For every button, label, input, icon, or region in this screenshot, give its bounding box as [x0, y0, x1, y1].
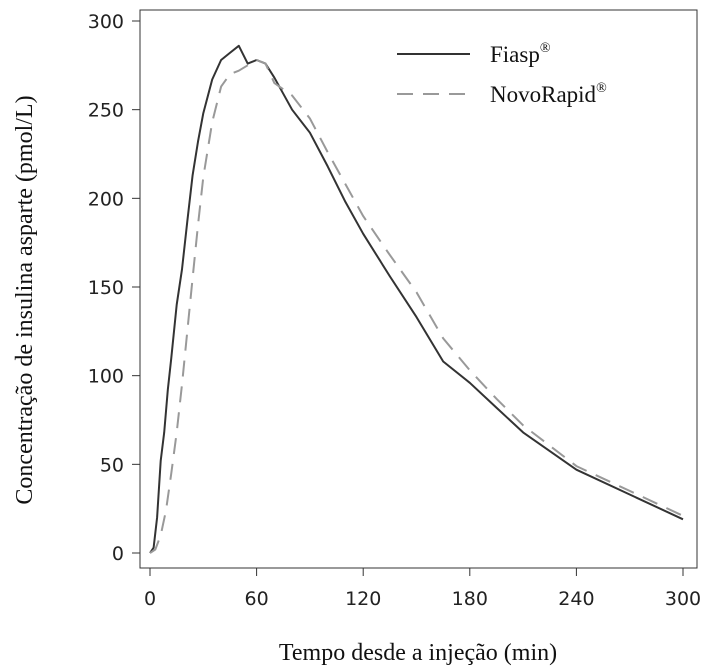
- y-tick-label: 50: [100, 454, 124, 476]
- y-tick-label: 150: [88, 277, 124, 299]
- legend-label: NovoRapid®: [490, 81, 607, 107]
- series-layer: [149, 44, 684, 554]
- legend-label: Fiasp®: [490, 41, 551, 67]
- y-tick-label: 0: [112, 543, 124, 565]
- x-tick-label: 0: [144, 588, 156, 610]
- y-axis-title: Concentração de insulina asparte (pmol/L…: [12, 95, 38, 504]
- x-tick-label: 180: [452, 588, 488, 610]
- x-tick-label: 60: [245, 588, 269, 610]
- series-line-fiasp: [149, 44, 684, 554]
- x-tick-label: 120: [345, 588, 381, 610]
- y-tick-label: 100: [88, 366, 124, 388]
- y-tick-label: 300: [88, 11, 124, 33]
- y-tick-label: 200: [88, 188, 124, 210]
- axes: 0 50 100 150 200 250 300 0 60 120 180 240 300: [88, 11, 701, 610]
- x-tick-label: 300: [665, 588, 701, 610]
- x-axis-title: Tempo desde a injeção (min): [279, 640, 557, 666]
- legend: Fiasp® NovoRapid®: [397, 41, 607, 107]
- plot-frame: [139, 9, 698, 569]
- y-tick-label: 250: [88, 100, 124, 122]
- x-tick-label: 240: [558, 588, 594, 610]
- series-line-novorapid: [149, 59, 684, 554]
